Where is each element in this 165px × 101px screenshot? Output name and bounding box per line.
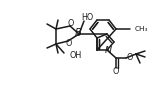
Text: B: B	[75, 28, 82, 38]
Text: O: O	[66, 39, 72, 48]
Text: HO: HO	[81, 13, 93, 22]
Text: O: O	[126, 53, 133, 62]
Text: OH: OH	[69, 50, 81, 59]
Text: N: N	[104, 46, 112, 55]
Text: O: O	[113, 67, 119, 76]
Text: O: O	[68, 18, 74, 27]
Text: CH₃: CH₃	[135, 26, 148, 32]
